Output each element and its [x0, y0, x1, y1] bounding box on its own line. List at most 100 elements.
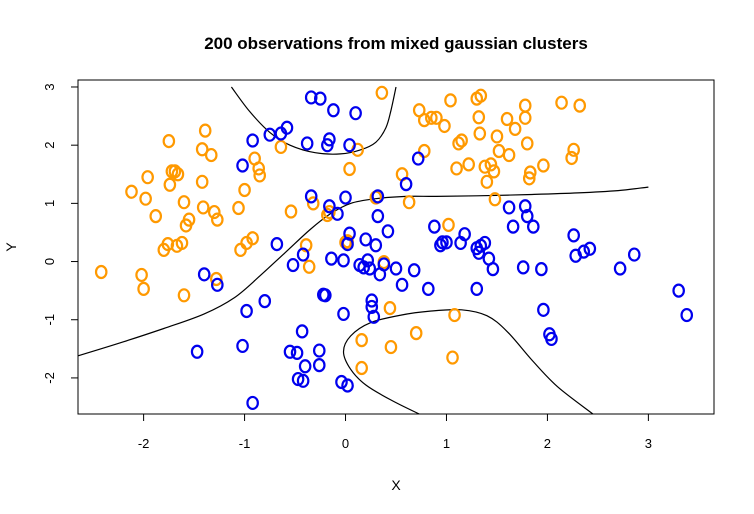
- data-point: [177, 195, 191, 210]
- data-point: [246, 133, 259, 148]
- data-point: [458, 227, 471, 242]
- data-point: [474, 88, 488, 103]
- data-point: [359, 232, 373, 247]
- data-point: [236, 338, 249, 354]
- data-point: [298, 359, 312, 374]
- data-point: [234, 242, 247, 258]
- data-point: [343, 226, 356, 241]
- x-tick-label: -2: [138, 436, 150, 451]
- x-tick-label: 2: [544, 436, 551, 451]
- data-point: [430, 110, 443, 125]
- data-point: [323, 199, 336, 214]
- data-point: [135, 267, 148, 283]
- data-point: [448, 307, 461, 323]
- data-point: [523, 165, 537, 180]
- data-point: [425, 110, 438, 125]
- data-point: [446, 350, 459, 365]
- data-point: [195, 142, 209, 157]
- decision-boundary-line: [230, 86, 397, 155]
- data-point: [319, 288, 332, 303]
- data-point: [375, 85, 389, 100]
- data-point: [211, 277, 224, 292]
- data-point: [516, 260, 530, 275]
- data-point: [577, 244, 591, 259]
- data-point: [506, 219, 520, 234]
- data-point: [371, 209, 385, 224]
- data-point: [555, 95, 568, 110]
- data-point: [613, 261, 627, 276]
- data-point: [455, 133, 468, 148]
- data-point: [211, 212, 224, 227]
- x-tick-label: 3: [645, 436, 652, 451]
- data-point: [672, 283, 685, 298]
- data-point: [526, 219, 540, 234]
- data-point: [349, 106, 362, 121]
- data-point: [306, 196, 320, 211]
- data-point: [490, 129, 504, 144]
- data-point: [343, 138, 356, 153]
- data-point: [680, 307, 694, 323]
- data-point: [198, 123, 212, 138]
- data-point: [369, 238, 383, 253]
- data-point: [337, 253, 350, 268]
- data-point: [339, 190, 352, 205]
- data-point: [520, 136, 534, 151]
- data-point: [409, 326, 423, 341]
- data-point: [583, 241, 597, 256]
- data-point: [141, 170, 154, 185]
- data-point: [337, 306, 350, 322]
- x-axis-label: X: [391, 477, 401, 493]
- data-point: [343, 161, 356, 177]
- y-tick-label: -1: [42, 314, 57, 326]
- data-point: [472, 110, 486, 125]
- chart-title: 200 observations from mixed gaussian clu…: [204, 34, 588, 53]
- data-point: [520, 209, 534, 224]
- data-point: [302, 259, 316, 274]
- data-point: [274, 139, 288, 155]
- data-point: [462, 157, 475, 172]
- data-point: [436, 235, 449, 250]
- data-point: [204, 147, 218, 163]
- data-point: [367, 309, 381, 324]
- data-point: [195, 174, 209, 189]
- y-tick-label: 3: [42, 83, 57, 90]
- data-point: [236, 158, 249, 173]
- data-point: [377, 257, 391, 272]
- data-point: [355, 333, 368, 348]
- data-point: [312, 343, 326, 358]
- data-point: [283, 344, 297, 359]
- data-point: [411, 151, 425, 166]
- data-point: [207, 204, 221, 220]
- data-point: [304, 189, 318, 204]
- data-point: [270, 236, 284, 252]
- data-point: [389, 261, 403, 276]
- x-tick-label: 1: [443, 436, 450, 451]
- y-axis: -2 -1 0 1 2 3: [42, 83, 78, 384]
- data-point: [163, 177, 177, 192]
- data-point: [472, 245, 486, 260]
- data-point: [500, 111, 514, 127]
- data-point: [149, 209, 163, 224]
- data-point: [492, 143, 506, 159]
- data-point: [442, 217, 455, 232]
- data-point: [258, 294, 272, 309]
- data-point: [284, 204, 298, 219]
- data-point: [323, 132, 336, 147]
- data-point: [484, 157, 498, 172]
- y-tick-label: -2: [42, 372, 57, 384]
- data-point: [240, 303, 253, 319]
- data-point: [627, 247, 641, 262]
- data-point: [567, 142, 580, 157]
- data-point: [434, 238, 447, 253]
- data-point: [518, 98, 532, 113]
- data-point: [331, 206, 344, 221]
- data-point: [381, 224, 395, 239]
- data-point: [162, 133, 176, 149]
- data-point: [402, 195, 416, 210]
- data-point: [417, 143, 431, 159]
- data-point: [422, 281, 435, 296]
- data-point: [323, 204, 336, 220]
- y-tick-label: 2: [42, 142, 57, 149]
- data-point: [428, 219, 441, 234]
- decision-boundary-line: [78, 186, 649, 357]
